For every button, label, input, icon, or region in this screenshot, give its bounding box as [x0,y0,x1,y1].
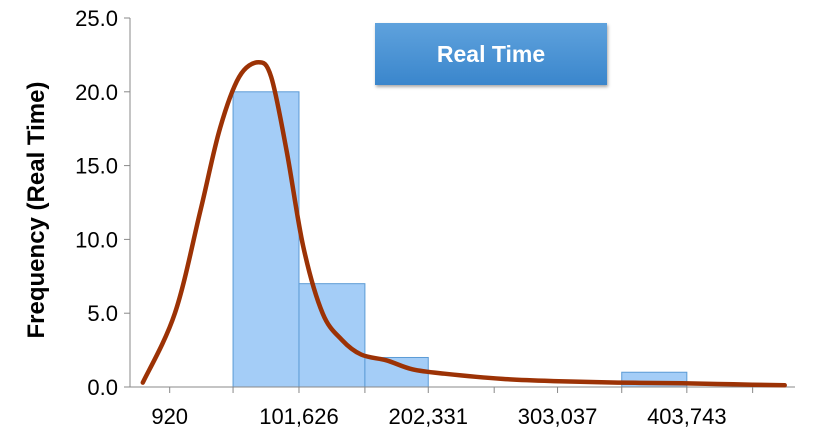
histogram-bar [298,283,366,388]
y-tick-label: 10.0 [75,227,118,252]
x-tick-label: 101,626 [259,404,339,429]
x-tick-label: 403,743 [647,404,727,429]
x-tick-label: 920 [151,404,188,429]
bars [232,91,688,388]
y-tick-label: 25.0 [75,6,118,31]
y-ticks: 0.0 5.0 10.0 15.0 20.0 25.0 [75,6,130,400]
x-ticks: 920 101,626 202,331 303,037 403,743 [151,387,754,429]
y-tick-label: 20.0 [75,80,118,105]
chart-title: Real Time [375,23,607,85]
x-tick-label: 303,037 [518,404,598,429]
y-tick-label: 0.0 [87,375,118,400]
x-tick-label: 202,331 [388,404,468,429]
density-curve [140,60,787,388]
y-tick-label: 5.0 [87,301,118,326]
histogram-bar [232,91,300,388]
y-tick-label: 15.0 [75,154,118,179]
y-axis-label: Frequency (Real Time) [23,82,50,339]
